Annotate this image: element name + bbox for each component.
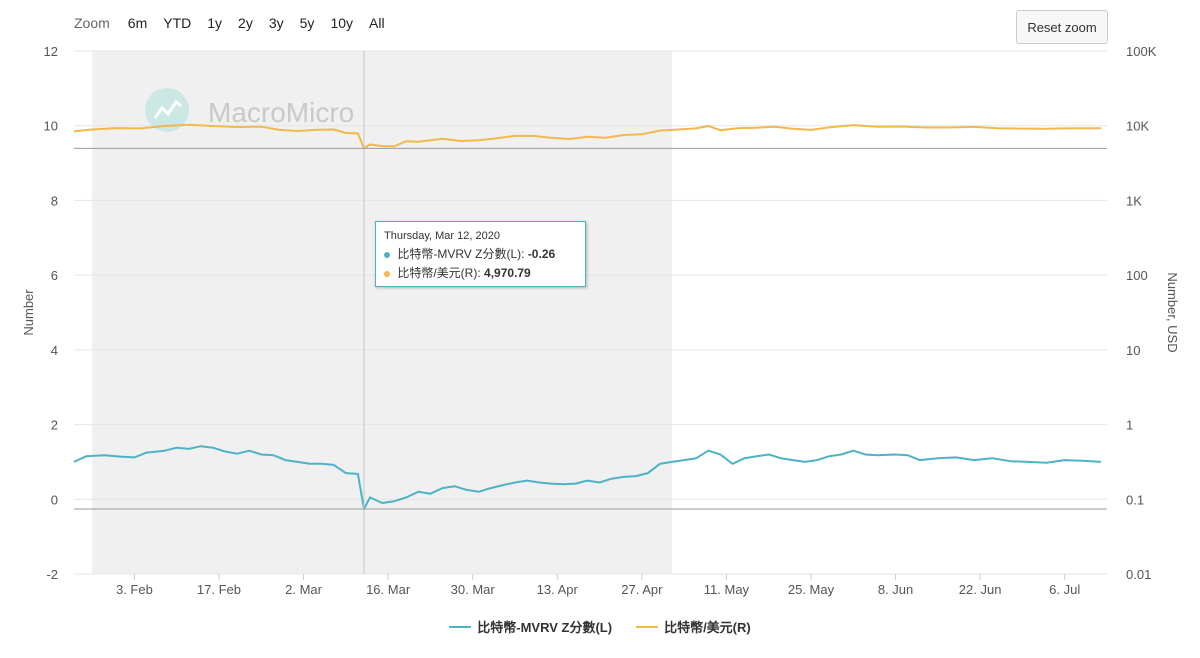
legend-line-icon [449,625,472,628]
range-button-5y[interactable]: 5y [299,15,315,31]
x-tick-label: 25. May [788,582,835,597]
legend: 比特幣-MVRV Z分數(L) 比特幣/美元(R) [0,617,1200,636]
y-right-tick-label: 1 [1126,418,1133,433]
watermark-text: MacroMicro [208,97,354,128]
watermark: MacroMicro [145,88,354,132]
range-button-6m[interactable]: 6m [127,15,148,31]
y-right-tick-label: 1K [1126,193,1142,208]
y-right-tick-label: 100K [1126,44,1157,59]
legend-label: 比特幣/美元(R) [664,620,751,635]
tooltip-value: -0.26 [527,247,556,261]
x-tick-label: 30. Mar [451,582,496,597]
range-selector: Zoom 6m YTD 1y 2y 3y 5y 10y All [74,15,393,31]
tooltip-label: 比特幣/美元(R): [397,266,481,280]
y-right-axis-title: Number, USD [1165,272,1180,352]
tooltip-dot-icon [384,270,390,277]
y-left-tick-label: 6 [51,268,58,283]
watermark-logo-icon [145,88,189,132]
x-tick-label: 3. Feb [116,582,153,597]
tooltip-row-price: 比特幣/美元(R): 4,970.79 [384,264,577,281]
x-tick-label: 22. Jun [959,582,1002,597]
reset-zoom-button[interactable]: Reset zoom [1016,10,1108,44]
range-button-all[interactable]: All [369,15,385,31]
range-button-10y[interactable]: 10y [330,15,354,31]
legend-label: 比特幣-MVRV Z分數(L) [477,620,613,635]
y-left-axis-title: Number [21,289,36,336]
x-tick-label: 16. Mar [366,582,411,597]
zoom-label: Zoom [74,15,110,31]
range-button-2y[interactable]: 2y [238,15,253,31]
y-right-tick-label: 10 [1126,343,1140,358]
shaded-band [92,51,673,574]
tooltip-date: Thursday, Mar 12, 2020 [384,230,500,242]
range-button-1y[interactable]: 1y [207,15,223,31]
x-tick-label: 2. Mar [285,582,323,597]
y-left-tick-label: 4 [51,343,58,358]
y-left-tick-label: -2 [46,567,58,582]
legend-item-price[interactable]: 比特幣/美元(R) [636,617,751,636]
y-left-tick-label: 8 [51,193,58,208]
tooltip-row-zscore: 比特幣-MVRV Z分數(L): -0.26 [384,245,577,262]
x-tick-label: 6. Jul [1049,582,1080,597]
legend-line-icon [636,625,659,628]
tooltip: Thursday, Mar 12, 2020 比特幣-MVRV Z分數(L): … [375,221,586,287]
y-right-tick-label: 0.1 [1126,492,1144,507]
y-left-tick-label: 0 [51,492,58,507]
tooltip-label: 比特幣-MVRV Z分數(L): [397,247,525,261]
legend-item-zscore[interactable]: 比特幣-MVRV Z分數(L) [449,617,612,636]
y-right-tick-label: 0.01 [1126,567,1151,582]
x-tick-label: 13. Apr [537,582,579,597]
x-tick-label: 11. May [704,582,750,597]
x-tick-label: 27. Apr [621,582,663,597]
series-line-price[interactable] [73,123,1101,150]
range-button-ytd[interactable]: YTD [163,15,192,31]
tooltip-dot-icon [384,251,390,258]
chart-plot[interactable]: MacroMicro 12 10 8 6 4 2 0 -2 100K 10K 1K 100 10 1 0.1… [0,0,1200,610]
x-tick-label: 17. Feb [197,582,241,597]
x-tick-label: 8. Jun [878,582,913,597]
watermark-logo-chart-icon [153,99,182,119]
tooltip-value: 4,970.79 [484,266,531,280]
y-right-tick-label: 10K [1126,119,1149,134]
y-left-tick-label: 12 [44,44,58,59]
y-right-tick-label: 100 [1126,268,1148,283]
range-button-3y[interactable]: 3y [268,15,284,31]
y-left-tick-label: 10 [44,119,58,134]
y-left-tick-label: 2 [51,418,58,433]
series-line-zscore[interactable] [73,445,1102,510]
